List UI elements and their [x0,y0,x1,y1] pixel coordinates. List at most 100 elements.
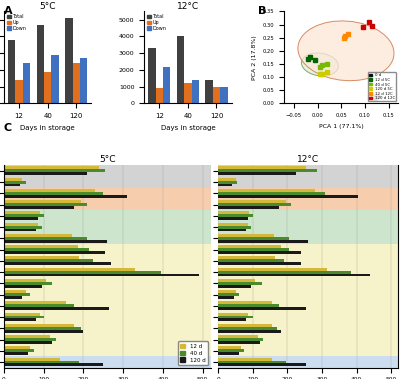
Bar [218,165,400,188]
Legend: Total, Up, Down: Total, Up, Down [6,14,27,31]
Legend: 12 d, 40 d, 120 d: 12 d, 40 d, 120 d [178,341,208,365]
Bar [4,244,242,356]
Text: C: C [4,123,12,133]
Bar [4,240,107,243]
Bar [218,324,272,327]
Bar [218,237,289,240]
Bar [4,248,90,251]
Bar [4,215,44,217]
Ellipse shape [302,53,338,76]
Bar [218,223,248,226]
Bar [192,80,199,103]
Bar [36,25,44,103]
Bar [218,217,248,220]
Bar [218,282,262,285]
Bar [218,169,317,172]
Bar [4,169,105,172]
Bar [4,226,42,229]
Bar [218,206,279,209]
Ellipse shape [298,21,394,81]
Bar [4,341,52,344]
Bar [218,346,241,349]
Bar [44,72,51,103]
Bar [220,87,228,103]
Bar [218,189,315,192]
Bar [4,178,22,181]
Bar [4,285,42,288]
Bar [148,48,156,103]
Bar [4,229,36,232]
Bar [218,178,236,181]
Legend: 0 d, 12 d 5C, 40 d 5C, 120 d 5C, 12 d 12C, 120 d 12C: 0 d, 12 d 5C, 40 d 5C, 120 d 5C, 12 d 12… [368,72,396,102]
Bar [4,166,99,169]
Bar [218,358,272,360]
Bar [218,251,301,254]
Bar [213,87,220,103]
Bar [218,195,358,198]
Bar [4,274,199,276]
Bar [4,327,82,330]
Bar [218,240,308,243]
Bar [218,248,289,251]
Bar [4,200,82,203]
Bar [80,58,87,103]
Bar [4,330,84,333]
Bar [4,268,135,271]
Bar [4,279,46,282]
Bar [205,80,213,103]
Bar [218,316,253,318]
Bar [218,166,306,169]
Bar [218,360,286,363]
Bar [218,181,237,183]
Bar [4,217,38,220]
Legend: Total, Up, Down: Total, Up, Down [147,14,167,31]
Bar [4,313,40,316]
Bar [218,318,246,321]
Bar [218,271,351,274]
Bar [218,188,400,210]
Bar [4,192,103,195]
Bar [218,210,400,244]
Bar [218,335,258,338]
Bar [218,268,327,271]
Bar [218,274,370,276]
Bar [15,80,23,103]
Bar [4,293,30,296]
Bar [218,183,232,186]
Bar [218,234,274,237]
Bar [4,203,88,206]
Bar [218,338,263,341]
Bar [4,251,105,254]
Bar [4,338,56,341]
Bar [4,237,88,240]
Bar [218,279,255,282]
Bar [8,40,15,103]
Bar [218,349,244,352]
Bar [218,307,306,310]
Bar [4,363,103,366]
Bar [218,313,248,316]
Bar [218,262,301,265]
Bar [218,215,253,217]
Bar [218,285,251,288]
Text: A: A [4,6,13,16]
Bar [4,172,88,175]
Bar [4,316,44,318]
Bar [4,223,38,226]
Bar [218,245,280,248]
Bar [4,189,95,192]
Bar [4,181,26,183]
Bar [4,183,20,186]
Bar [218,244,400,356]
Bar [51,55,59,103]
Bar [4,211,40,215]
Bar [218,259,284,262]
X-axis label: Days in storage: Days in storage [160,125,215,131]
Bar [218,203,291,206]
Bar [4,356,242,368]
Title: 12°C: 12°C [297,155,319,164]
Bar [4,165,242,188]
Bar [4,271,161,274]
Bar [218,192,326,195]
Bar [72,63,80,103]
